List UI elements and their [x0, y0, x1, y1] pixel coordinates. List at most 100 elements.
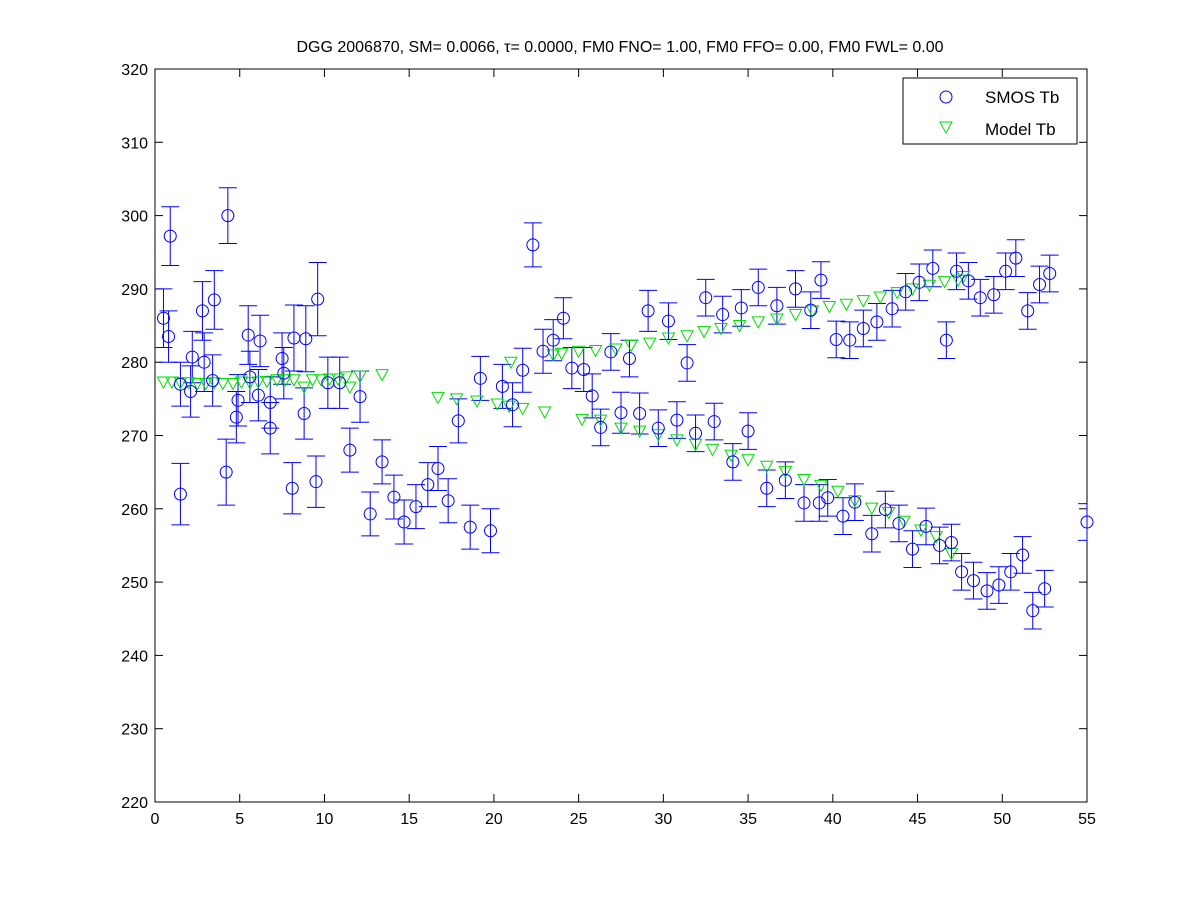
- smos-point: [760, 481, 774, 495]
- y-tick-label: 230: [121, 722, 148, 739]
- smos-point: [311, 292, 325, 306]
- model-point: [339, 371, 354, 384]
- smos-point: [789, 282, 803, 296]
- smos-point: [299, 332, 313, 346]
- smos-point: [1009, 251, 1023, 265]
- smos-point: [173, 487, 187, 501]
- smos-point: [973, 291, 987, 305]
- smos-point: [899, 285, 913, 299]
- smos-point: [1033, 278, 1047, 292]
- model-point: [297, 381, 311, 395]
- smos-point: [185, 350, 199, 364]
- smos-point: [221, 209, 235, 223]
- smos-tb-series: [156, 209, 1094, 618]
- model-point: [759, 460, 774, 474]
- smos-point: [285, 481, 299, 495]
- smos-point: [987, 288, 1001, 302]
- legend-model-marker: [939, 121, 953, 135]
- smos-point: [843, 333, 857, 347]
- smos-point: [495, 379, 509, 393]
- model-point: [343, 381, 357, 395]
- model-point: [287, 374, 301, 387]
- model-point: [922, 279, 937, 293]
- smos-point: [741, 424, 755, 438]
- smos-point: [604, 345, 618, 359]
- model-point: [431, 391, 445, 405]
- smos-point: [778, 473, 792, 487]
- smos-point: [375, 455, 389, 469]
- y-tick-label: 240: [121, 648, 148, 665]
- x-tick-label: 25: [570, 811, 588, 828]
- model-point: [751, 316, 766, 329]
- smos-point: [797, 496, 811, 510]
- smos-point: [421, 478, 435, 492]
- smos-point: [944, 536, 958, 550]
- model-point: [714, 322, 728, 336]
- model-point: [680, 330, 694, 343]
- x-tick-label: 40: [824, 811, 842, 828]
- model-point: [705, 443, 720, 457]
- model-point: [609, 343, 623, 357]
- smos-point: [804, 303, 818, 317]
- y-tick-label: 270: [121, 429, 148, 446]
- smos-point: [253, 334, 267, 348]
- x-tick-label: 55: [1078, 811, 1096, 828]
- smos-point: [451, 414, 465, 428]
- smos-point: [689, 426, 703, 440]
- smos-point: [184, 385, 198, 399]
- model-point: [929, 531, 944, 544]
- model-point: [490, 398, 505, 412]
- model-point: [670, 434, 684, 447]
- smos-point: [441, 494, 455, 508]
- model-point: [314, 374, 328, 387]
- model-point: [504, 356, 518, 370]
- model-point: [914, 524, 928, 538]
- model-point: [353, 370, 367, 384]
- smos-point: [506, 398, 520, 412]
- smos-point: [207, 293, 221, 307]
- model-point: [278, 374, 293, 387]
- y-tick-label: 260: [121, 502, 148, 519]
- smos-point: [536, 344, 550, 358]
- model-point: [788, 309, 803, 322]
- smos-point: [939, 333, 953, 347]
- model-point: [156, 376, 171, 390]
- legend-smos-label: SMOS Tb: [985, 88, 1059, 107]
- smos-point: [197, 355, 211, 369]
- smos-point: [955, 565, 969, 579]
- y-tick-label: 250: [121, 575, 148, 592]
- smos-point: [1026, 604, 1040, 618]
- x-tick-label: 5: [235, 811, 244, 828]
- model-point: [839, 298, 854, 312]
- smos-point: [1038, 582, 1052, 596]
- model-point: [770, 313, 784, 326]
- smos-point: [885, 302, 899, 316]
- model-point: [905, 283, 920, 296]
- model-point: [661, 332, 676, 346]
- smos-point: [933, 538, 947, 552]
- smos-point: [614, 406, 628, 420]
- smos-point: [251, 388, 265, 402]
- smos-point: [473, 371, 487, 385]
- legend-box: [902, 77, 1078, 145]
- smos-point: [353, 390, 367, 404]
- smos-point: [1016, 548, 1030, 562]
- smos-point: [734, 301, 748, 315]
- smos-point: [309, 475, 323, 489]
- model-point: [546, 349, 561, 362]
- smos-point: [905, 542, 919, 556]
- smos-point: [241, 328, 255, 342]
- model-point: [831, 485, 845, 499]
- smos-point: [397, 515, 411, 529]
- smos-point: [594, 420, 608, 434]
- smos-point: [622, 352, 636, 366]
- smos-point: [277, 366, 291, 380]
- model-point: [805, 305, 820, 318]
- model-point: [864, 502, 879, 516]
- smos-point: [263, 396, 277, 410]
- smos-point: [1021, 304, 1035, 318]
- model-point: [778, 465, 793, 479]
- x-tick-label: 10: [316, 811, 334, 828]
- smos-point: [829, 332, 843, 346]
- model-point: [814, 479, 828, 493]
